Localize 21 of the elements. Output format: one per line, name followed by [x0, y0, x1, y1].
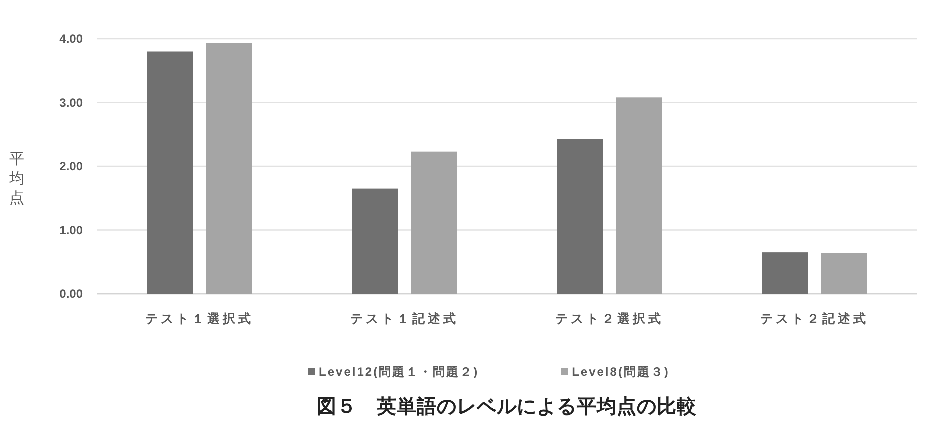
bar: [762, 252, 808, 294]
bar: [616, 98, 662, 294]
y-tick-label: 4.00: [60, 32, 84, 46]
x-tick-label: テスト２選択式: [555, 311, 664, 326]
x-tick-label: テスト２記述式: [760, 311, 869, 326]
bar: [147, 52, 193, 294]
y-tick-label: 1.00: [60, 223, 84, 238]
bar: [206, 43, 252, 294]
y-tick-label: 0.00: [60, 287, 84, 301]
bar: [411, 152, 457, 294]
x-tick-label: テスト１選択式: [145, 311, 254, 326]
bar: [557, 139, 603, 294]
y-tick-label: 2.00: [60, 160, 84, 174]
legend-label: Level12(問題１・問題２): [319, 365, 480, 379]
bar: [352, 188, 398, 294]
bar: [821, 253, 867, 294]
x-tick-label: テスト１記述式: [350, 311, 459, 326]
y-tick-label: 3.00: [60, 96, 84, 110]
text: 図５ 英単語のレベルによる平均点の比較: [317, 395, 698, 418]
y-axis-title: 平均点: [8, 151, 24, 207]
legend-label: Level8(問題３): [572, 365, 670, 379]
